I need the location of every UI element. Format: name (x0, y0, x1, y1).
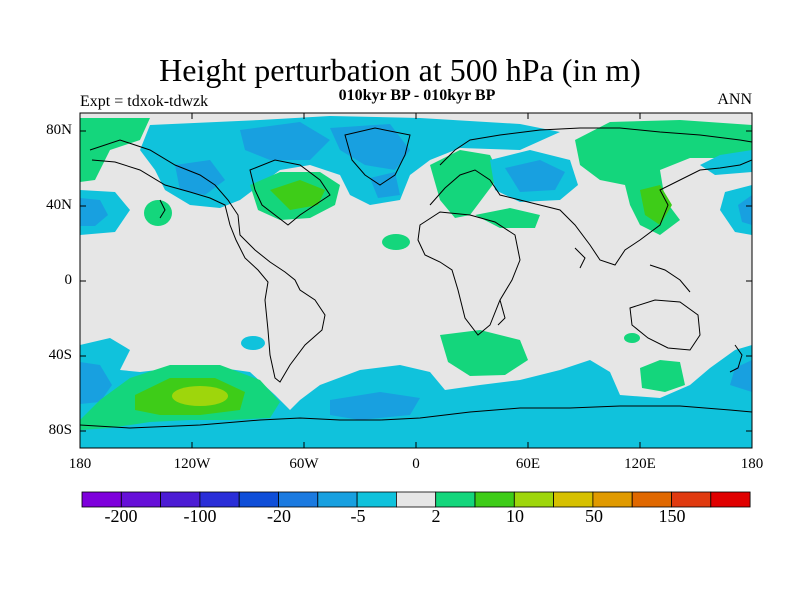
coastline (429, 159, 752, 266)
lon-label: 60W (289, 456, 319, 472)
anomaly-region (80, 198, 108, 226)
anomaly-region (505, 160, 565, 192)
colorbar-box (356, 491, 397, 508)
anomaly-region (80, 118, 150, 182)
colorbar-box (278, 491, 319, 508)
lon-label: 180 (68, 456, 92, 472)
anomaly-region (440, 330, 528, 376)
colorbar-label: 2 (431, 506, 441, 526)
anomaly-region (730, 360, 752, 392)
anomaly-region (430, 150, 500, 218)
anomaly-region (270, 180, 325, 210)
lat-label: 80N (46, 122, 72, 138)
anomaly-region (382, 234, 410, 250)
colorbar-box (160, 491, 201, 508)
colorbar-label: 10 (506, 506, 524, 526)
experiment-label: Expt = tdxok-tdwzk (80, 93, 209, 110)
colorbar-box (513, 491, 554, 508)
colorbar-label: -200 (104, 506, 138, 526)
colorbar-box (553, 491, 594, 508)
anomaly-region (330, 392, 420, 420)
lat-label: 40S (48, 347, 72, 363)
colorbar-box (81, 491, 122, 508)
anomaly-region (738, 195, 752, 225)
anomaly-region (144, 200, 172, 226)
anomaly-region (640, 360, 685, 392)
colorbar-label: 150 (658, 506, 686, 526)
coastline (497, 299, 506, 326)
anomaly-region (172, 386, 228, 406)
anomaly-region (175, 160, 225, 195)
colorbar-box (120, 491, 162, 508)
lon-label: 180 (740, 456, 764, 472)
colorbar-box (317, 491, 358, 508)
lon-label: 120W (173, 456, 211, 472)
coastline (574, 247, 586, 269)
coastline (344, 127, 411, 186)
anomaly-region (330, 124, 410, 170)
anomaly-region (624, 333, 640, 343)
anomaly-region (80, 362, 112, 404)
lat-label: 0 (64, 272, 73, 288)
colorbar-box (199, 491, 240, 508)
colorbar-label: -20 (267, 506, 291, 526)
colorbar (81, 491, 751, 508)
lat-label: 40N (46, 197, 72, 213)
colorbar-label: -5 (350, 506, 366, 526)
colorbar-box (592, 491, 633, 508)
coastline (439, 127, 752, 166)
anomaly-region (241, 336, 265, 350)
coastline (89, 139, 326, 383)
colorbar-label: 50 (585, 506, 603, 526)
coastline (249, 159, 331, 226)
coastline (417, 211, 521, 336)
plot-title: Height perturbation at 500 hPa (in m) (159, 52, 641, 88)
colorbar-box (710, 491, 751, 508)
colorbar-label: -100 (183, 506, 217, 526)
season-label: ANN (717, 91, 752, 108)
colorbar-box (238, 491, 279, 508)
anomaly-region (370, 172, 400, 198)
colorbar-box (395, 491, 437, 508)
plot-subtitle: 010kyr BP - 010kyr BP (338, 87, 496, 104)
colorbar-box (671, 491, 712, 508)
lon-label: 0 (412, 456, 420, 472)
coastline (159, 199, 166, 219)
coastline (729, 344, 743, 373)
lat-label: 80S (48, 422, 72, 438)
coastline (649, 264, 691, 293)
colorbar-box (435, 491, 476, 508)
anomaly-region (575, 120, 752, 235)
lon-label: 120E (624, 456, 656, 472)
anomaly-region (475, 208, 540, 228)
colorbar-box (631, 491, 672, 508)
coastlines (80, 127, 752, 429)
lon-label: 60E (515, 456, 541, 472)
coastline (629, 299, 701, 351)
axis-ticks (80, 113, 752, 448)
anomaly-region (240, 122, 330, 160)
coastline (80, 405, 752, 429)
colorbar-box (474, 491, 515, 508)
